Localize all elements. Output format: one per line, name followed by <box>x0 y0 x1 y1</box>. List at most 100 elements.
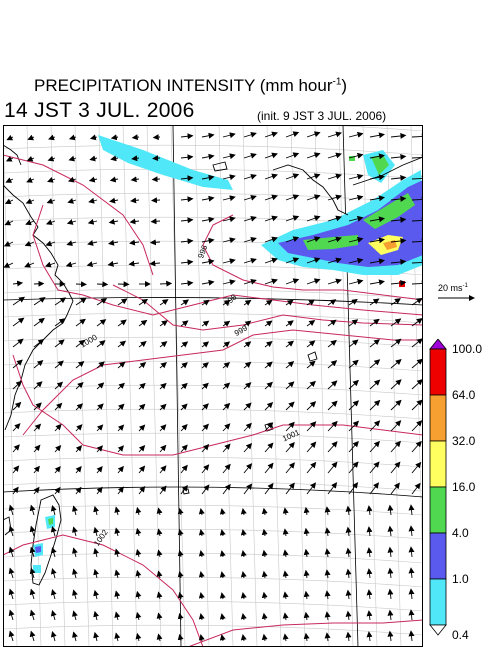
wind-arrow <box>261 570 268 579</box>
wind-arrow <box>198 508 205 516</box>
grid-meridian <box>146 125 162 647</box>
wind-arrow <box>26 177 35 183</box>
wind-arrow <box>201 362 209 369</box>
wind-arrow <box>117 486 124 495</box>
wind-arrow <box>387 567 394 579</box>
wind-arrow <box>29 504 36 516</box>
wind-arrow <box>369 461 380 474</box>
wind-arrow <box>369 258 385 265</box>
wind-arrow <box>152 155 161 162</box>
wind-arrow <box>152 134 161 141</box>
wind-arrow <box>96 466 103 474</box>
wind-arrow <box>411 338 423 348</box>
wind-arrow <box>96 319 107 327</box>
wind-arrow <box>86 261 98 268</box>
wind-vectors <box>3 131 423 642</box>
wind-arrow <box>327 482 338 495</box>
wind-arrow <box>264 401 274 411</box>
wind-arrow <box>5 156 14 162</box>
wind-arrow <box>348 440 359 453</box>
wind-arrow <box>114 611 121 621</box>
wind-arrow <box>282 528 289 537</box>
wind-arrow <box>180 238 194 245</box>
wind-arrow <box>180 133 194 140</box>
wind-arrow <box>243 152 257 159</box>
wind-arrow <box>198 529 205 537</box>
wind-arrow <box>198 592 205 600</box>
wind-arrow <box>46 198 56 204</box>
wind-arrow <box>8 546 15 558</box>
wind-arrow <box>285 320 294 327</box>
wind-arrow <box>369 359 381 369</box>
wind-arrow <box>156 507 163 516</box>
wind-arrow <box>54 360 64 369</box>
wind-arrow <box>109 197 119 204</box>
wind-arrow <box>348 257 364 264</box>
isobar-996 <box>202 214 423 301</box>
wind-arrow <box>54 339 65 348</box>
wind-arrow <box>345 505 352 516</box>
wind-arrow <box>12 401 22 411</box>
wind-arrow <box>93 610 100 621</box>
colorbar-label: 100.0 <box>452 342 483 356</box>
wind-arrow <box>261 549 268 558</box>
wind-arrow <box>285 257 300 264</box>
wind-arrow <box>4 198 14 205</box>
precip-area-north-green <box>371 155 389 175</box>
grid-parallel <box>3 432 423 444</box>
wind-arrow <box>150 218 161 225</box>
wind-arrow <box>109 176 119 183</box>
wind-arrow <box>4 219 14 226</box>
wind-arrow <box>12 465 20 474</box>
wind-arrow <box>131 155 140 162</box>
wind-arrow <box>243 361 252 369</box>
wind-arrow <box>72 526 78 537</box>
wind-arrow <box>285 215 300 222</box>
wind-arrow <box>201 258 215 265</box>
colorbar-segment <box>429 486 447 534</box>
wind-arrow <box>93 589 100 600</box>
wind-arrow <box>243 483 253 495</box>
wind-arrow <box>117 361 126 369</box>
wind-arrow <box>54 444 62 453</box>
wind-arrow <box>408 567 415 579</box>
wind-arrow <box>89 155 98 162</box>
wind-arrow <box>50 630 57 642</box>
wind-arrow <box>327 194 342 201</box>
wind-arrow <box>366 610 373 621</box>
wind-arrow <box>159 424 167 432</box>
wind-arrow <box>25 219 35 226</box>
wind-arrow <box>348 152 364 159</box>
wind-arrow <box>390 132 407 139</box>
wind-arrow <box>180 299 190 306</box>
wind-arrow <box>390 420 402 432</box>
wind-arrow <box>50 567 57 579</box>
colorbar-segment <box>429 578 447 626</box>
wind-arrow <box>348 319 359 327</box>
wind-arrow <box>180 217 194 224</box>
wind-arrow <box>261 591 268 600</box>
wind-arrow <box>50 504 57 516</box>
wind-arrow <box>348 339 359 348</box>
wind-arrow <box>96 298 108 306</box>
precipitation-colorbar <box>429 339 447 636</box>
wind-arrow <box>264 320 273 327</box>
colorbar-label: 16.0 <box>452 480 476 494</box>
colorbar-label: 0.4 <box>452 628 469 642</box>
wind-arrow <box>54 423 62 432</box>
wind-arrow <box>72 610 78 621</box>
wind-arrow <box>327 173 342 180</box>
wind-arrow <box>222 382 231 390</box>
wind-arrow <box>369 482 380 495</box>
wind-arrow <box>327 380 338 390</box>
wind-arrow <box>201 382 209 390</box>
wind-arrow <box>54 466 61 474</box>
wind-arrow <box>66 219 77 225</box>
wind-arrow <box>327 441 338 453</box>
grid-parallel <box>3 144 423 156</box>
wind-arrow <box>348 194 364 201</box>
wind-arrow <box>12 296 26 306</box>
wind-arrow <box>222 423 231 432</box>
wind-arrow <box>149 260 161 267</box>
wind-arrow <box>177 507 184 516</box>
